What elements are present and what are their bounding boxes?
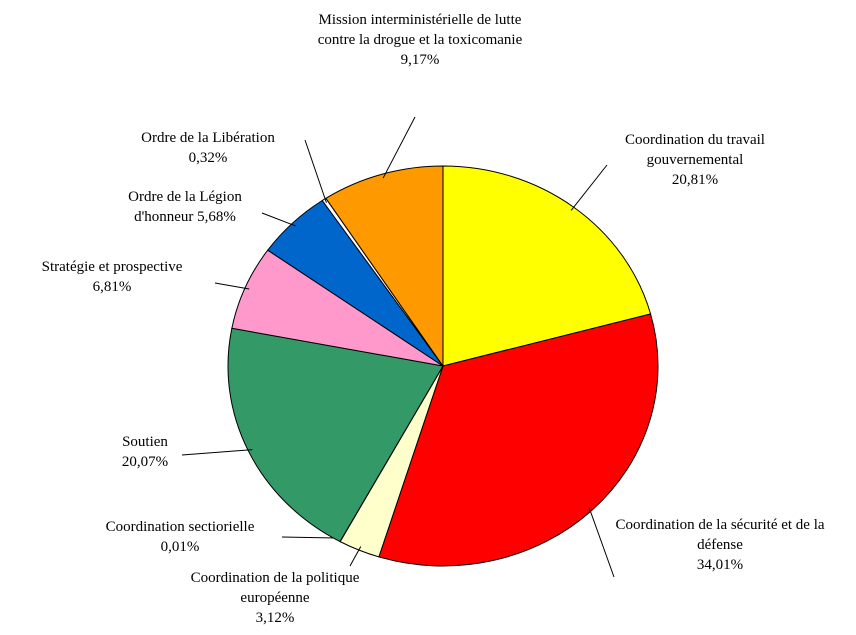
leader-line bbox=[588, 507, 615, 578]
pie-slice bbox=[325, 165, 444, 368]
value-label: 0,32% bbox=[188, 150, 228, 166]
leader-line bbox=[181, 449, 253, 456]
slice-label: Ordre de la Libération 0,32% bbox=[108, 128, 308, 168]
category-label: Soutien bbox=[122, 434, 168, 450]
value-label: 5,68% bbox=[197, 209, 236, 225]
leader-line bbox=[304, 139, 327, 203]
category-label: Coordination de la politique européenne bbox=[190, 570, 360, 606]
slice-label: Soutien 20,07% bbox=[105, 432, 185, 472]
value-label: 34,01% bbox=[696, 557, 744, 573]
category-label: Stratégie et prospective bbox=[41, 259, 183, 275]
pie-slice bbox=[378, 313, 659, 567]
leader-line bbox=[349, 546, 362, 567]
value-label: 3,12% bbox=[255, 610, 295, 626]
category-label: Ordre de la Libération bbox=[141, 130, 275, 146]
leader-line bbox=[382, 116, 416, 179]
category-label: Coordination de la sécurité et de la déf… bbox=[615, 517, 825, 553]
category-label: Ordre de la Légion d'honneur bbox=[128, 189, 242, 225]
slice-label: Coordination de la politique européenne 3… bbox=[185, 568, 365, 628]
value-label: 20,81% bbox=[671, 172, 719, 188]
slice-label: Coordination sectiorielle 0,01% bbox=[60, 517, 300, 557]
category-label: Coordination du travail gouvernemental bbox=[625, 132, 765, 168]
slice-label: Stratégie et prospective 6,81% bbox=[0, 257, 227, 297]
leader-line bbox=[214, 282, 250, 290]
category-label: Mission interministérielle de lutte cont… bbox=[317, 12, 523, 48]
leader-line bbox=[570, 164, 608, 211]
value-label: 0,01% bbox=[160, 539, 200, 555]
category-label: Coordination sectiorielle bbox=[105, 519, 255, 535]
slice-label: Mission interministérielle de lutte cont… bbox=[304, 10, 536, 70]
slice-label: Coordination de la sécurité et de la déf… bbox=[615, 515, 825, 575]
slice-label: Ordre de la Légion d'honneur 5,68% bbox=[105, 187, 265, 227]
slice-label: Coordination du travail gouvernemental 20… bbox=[605, 130, 785, 190]
leader-line bbox=[261, 212, 296, 227]
pie-slice bbox=[227, 327, 444, 543]
value-label: 6,81% bbox=[92, 279, 132, 295]
value-label: 20,07% bbox=[121, 454, 169, 470]
value-label: 9,17% bbox=[400, 52, 440, 68]
